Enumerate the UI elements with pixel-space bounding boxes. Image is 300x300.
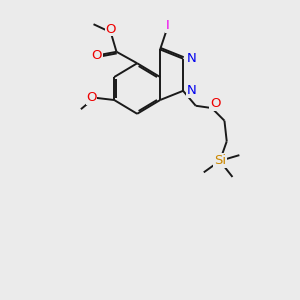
Text: N: N — [186, 84, 196, 97]
Text: N: N — [186, 52, 196, 65]
Text: O: O — [92, 49, 102, 62]
Text: O: O — [106, 22, 116, 35]
Text: O: O — [86, 91, 97, 104]
Text: I: I — [166, 19, 170, 32]
Text: Si: Si — [214, 154, 226, 167]
Text: O: O — [210, 98, 220, 110]
